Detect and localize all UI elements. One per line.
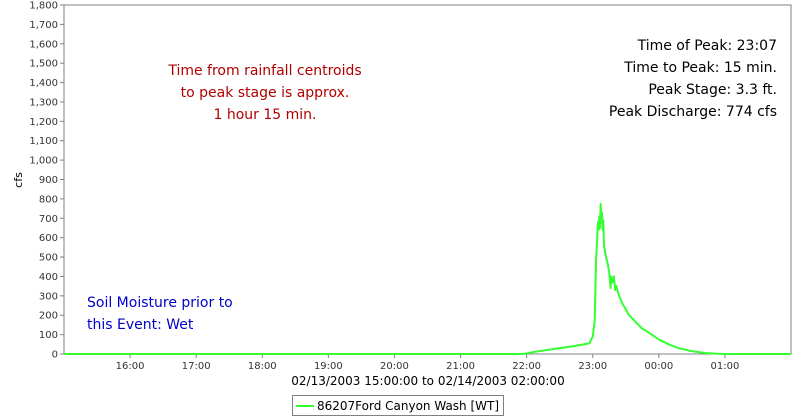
y-tick-label: 600 bbox=[39, 233, 58, 244]
x-tick-label: 01:00 bbox=[710, 361, 739, 372]
y-tick-label: 400 bbox=[39, 272, 58, 283]
series-line-ford-canyon-wash bbox=[64, 202, 791, 355]
annotation-line: this Event: Wet bbox=[87, 317, 194, 333]
legend-line-swatch bbox=[296, 404, 314, 407]
y-tick-label: 1,700 bbox=[29, 20, 58, 31]
x-axis: 16:00 17:00 18:00 19:00 20:00 21:00 22:00 23:00… bbox=[116, 354, 739, 372]
y-tick-label: 100 bbox=[39, 330, 58, 341]
peak-stage: Peak Stage: 3.3 ft. bbox=[648, 82, 777, 98]
y-tick-label: 300 bbox=[39, 291, 58, 302]
y-tick-label: 900 bbox=[39, 175, 58, 186]
y-tick-label: 1,500 bbox=[29, 59, 58, 70]
y-tick-label: 700 bbox=[39, 214, 58, 225]
series-layer bbox=[64, 202, 791, 355]
x-tick-label: 00:00 bbox=[644, 361, 673, 372]
y-axis-title: cfs bbox=[12, 172, 25, 188]
peak-discharge: Peak Discharge: 774 cfs bbox=[608, 104, 777, 120]
y-axis: 0 100 200 300 400 500 600 700 800 900 1,000 1,100 1,… bbox=[29, 1, 64, 361]
annotation-line: 1 hour 15 min. bbox=[213, 107, 317, 123]
x-axis-range-label: 02/13/2003 15:00:00 to 02/14/2003 02:00:… bbox=[291, 374, 564, 388]
annotation-line: Soil Moisture prior to bbox=[87, 295, 233, 311]
y-tick-label: 1,300 bbox=[29, 97, 58, 108]
legend-series-label: 86207Ford Canyon Wash [WT] bbox=[317, 398, 500, 413]
x-tick-label: 18:00 bbox=[248, 361, 277, 372]
y-tick-label: 1,600 bbox=[29, 39, 58, 50]
annotation-line: Time from rainfall centroids bbox=[168, 63, 362, 79]
annotation-line: to peak stage is approx. bbox=[180, 85, 350, 101]
time-to-peak: Time to Peak: 15 min. bbox=[624, 60, 777, 76]
y-tick-label: 1,100 bbox=[29, 136, 58, 147]
x-tick-label: 23:00 bbox=[578, 361, 607, 372]
time-of-peak: Time of Peak: 23:07 bbox=[637, 38, 777, 54]
peak-stats-annotation: Time of Peak: 23:07 Time to Peak: 15 min… bbox=[609, 35, 777, 123]
plot-area bbox=[63, 4, 792, 355]
x-tick-label: 19:00 bbox=[314, 361, 343, 372]
soil-moisture-annotation: Soil Moisture prior to this Event: Wet bbox=[87, 292, 233, 336]
y-tick-label: 1,200 bbox=[29, 117, 58, 128]
y-tick-label: 1,000 bbox=[29, 156, 58, 167]
y-tick-label: 800 bbox=[39, 194, 58, 205]
chart-legend: 86207Ford Canyon Wash [WT] bbox=[292, 395, 505, 416]
y-tick-label: 1,800 bbox=[29, 1, 58, 12]
y-tick-label: 1,400 bbox=[29, 78, 58, 89]
y-tick-label: 500 bbox=[39, 253, 58, 264]
rainfall-centroid-annotation: Time from rainfall centroids to peak sta… bbox=[140, 60, 390, 126]
x-tick-label: 16:00 bbox=[116, 361, 145, 372]
x-tick-label: 21:00 bbox=[446, 361, 475, 372]
y-tick-label: 200 bbox=[39, 311, 58, 322]
y-tick-label: 0 bbox=[52, 350, 58, 361]
x-tick-label: 17:00 bbox=[182, 361, 211, 372]
x-tick-label: 22:00 bbox=[512, 361, 541, 372]
x-tick-label: 20:00 bbox=[380, 361, 409, 372]
